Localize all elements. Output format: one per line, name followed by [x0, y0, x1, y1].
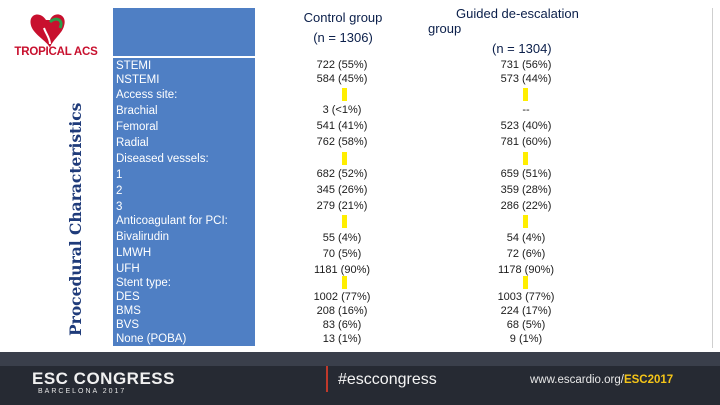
guided-value: 286 (22%)	[500, 200, 552, 212]
control-value: 83 (6%)	[322, 319, 362, 331]
guided-value: 659 (51%)	[500, 168, 552, 180]
control-group-header: Control group (n = 1306)	[268, 10, 418, 45]
table-right-border	[712, 8, 713, 348]
section-marker	[523, 215, 528, 228]
row-label: 1	[116, 169, 123, 181]
header-label-cell	[113, 8, 255, 56]
section-marker	[342, 88, 347, 101]
row-label: Stent type:	[116, 277, 171, 289]
control-value: 1002 (77%)	[313, 291, 371, 303]
row-label: UFH	[116, 263, 140, 275]
guided-value: --	[522, 104, 530, 116]
guided-value: 573 (44%)	[500, 73, 552, 85]
congress-hashtag: #esccongress	[338, 371, 437, 388]
control-value: 722 (55%)	[316, 59, 368, 71]
guided-value: 68 (5%)	[506, 319, 546, 331]
guided-value: 359 (28%)	[500, 184, 552, 196]
row-label: Bivalirudin	[116, 231, 170, 243]
section-marker	[523, 152, 528, 165]
control-value: 70 (5%)	[322, 248, 362, 260]
control-value: 13 (1%)	[322, 333, 362, 345]
congress-location: BARCELONA 2017	[38, 388, 127, 395]
guided-value: 1003 (77%)	[497, 291, 555, 303]
row-label: 3	[116, 201, 123, 213]
guided-value: 781 (60%)	[500, 136, 552, 148]
row-label: Anticoagulant for PCI:	[116, 215, 228, 227]
guided-value: 731 (56%)	[500, 59, 552, 71]
row-label: BMS	[116, 305, 141, 317]
control-value: 584 (45%)	[316, 73, 368, 85]
row-label: DES	[116, 291, 140, 303]
website-prefix: www.escardio.org/	[530, 374, 624, 386]
row-label: None (POBA)	[116, 333, 187, 345]
logo-text: TROPICAL ACS	[14, 46, 98, 58]
row-label: Access site:	[116, 89, 178, 101]
guided-value: 9 (1%)	[509, 333, 543, 345]
section-marker	[523, 276, 528, 289]
footer-divider	[326, 366, 328, 392]
control-value: 345 (26%)	[316, 184, 368, 196]
guided-value: 523 (40%)	[500, 120, 552, 132]
row-label: Femoral	[116, 121, 159, 133]
control-value: 55 (4%)	[322, 232, 362, 244]
row-label: Diseased vessels:	[116, 153, 209, 165]
control-value: 208 (16%)	[316, 305, 368, 317]
guided-group-header: Guided de-escalation group (n = 1304)	[428, 6, 618, 56]
heart-logo-icon	[30, 14, 65, 48]
control-group-title: Control group	[303, 10, 383, 25]
row-label: 2	[116, 185, 123, 197]
control-group-n: (n = 1306)	[313, 30, 373, 45]
section-marker	[342, 276, 347, 289]
control-value: 279 (21%)	[316, 200, 368, 212]
row-label: STEMI	[116, 60, 152, 72]
row-label: Radial	[116, 137, 149, 149]
control-value: 541 (41%)	[316, 120, 368, 132]
guided-value: 1178 (90%)	[497, 264, 555, 276]
guided-value: 72 (6%)	[506, 248, 546, 260]
row-label: Brachial	[116, 105, 158, 117]
guided-group-title-1: Guided de-escalation	[456, 6, 579, 21]
guided-group-n: (n = 1304)	[492, 41, 552, 56]
guided-group-title-2: group	[428, 21, 462, 36]
row-label: BVS	[116, 319, 140, 331]
control-value: 762 (58%)	[316, 136, 368, 148]
guided-value: 224 (17%)	[500, 305, 552, 317]
control-value: 682 (52%)	[316, 168, 368, 180]
section-marker	[342, 215, 347, 228]
section-marker	[523, 88, 528, 101]
control-value: 3 (<1%)	[322, 104, 362, 116]
website-link[interactable]: www.escardio.org/ESC2017	[530, 374, 673, 386]
control-value: 1181 (90%)	[313, 264, 371, 276]
side-title: Procedural Characteristics	[66, 102, 85, 336]
congress-title: ESC CONGRESS	[32, 369, 175, 388]
guided-value: 54 (4%)	[506, 232, 546, 244]
row-label: LMWH	[116, 247, 152, 259]
label-column	[113, 58, 255, 346]
website-suffix: ESC2017	[623, 374, 674, 386]
footer-stripe	[0, 352, 720, 366]
section-marker	[342, 152, 347, 165]
row-label: NSTEMI	[116, 74, 160, 86]
